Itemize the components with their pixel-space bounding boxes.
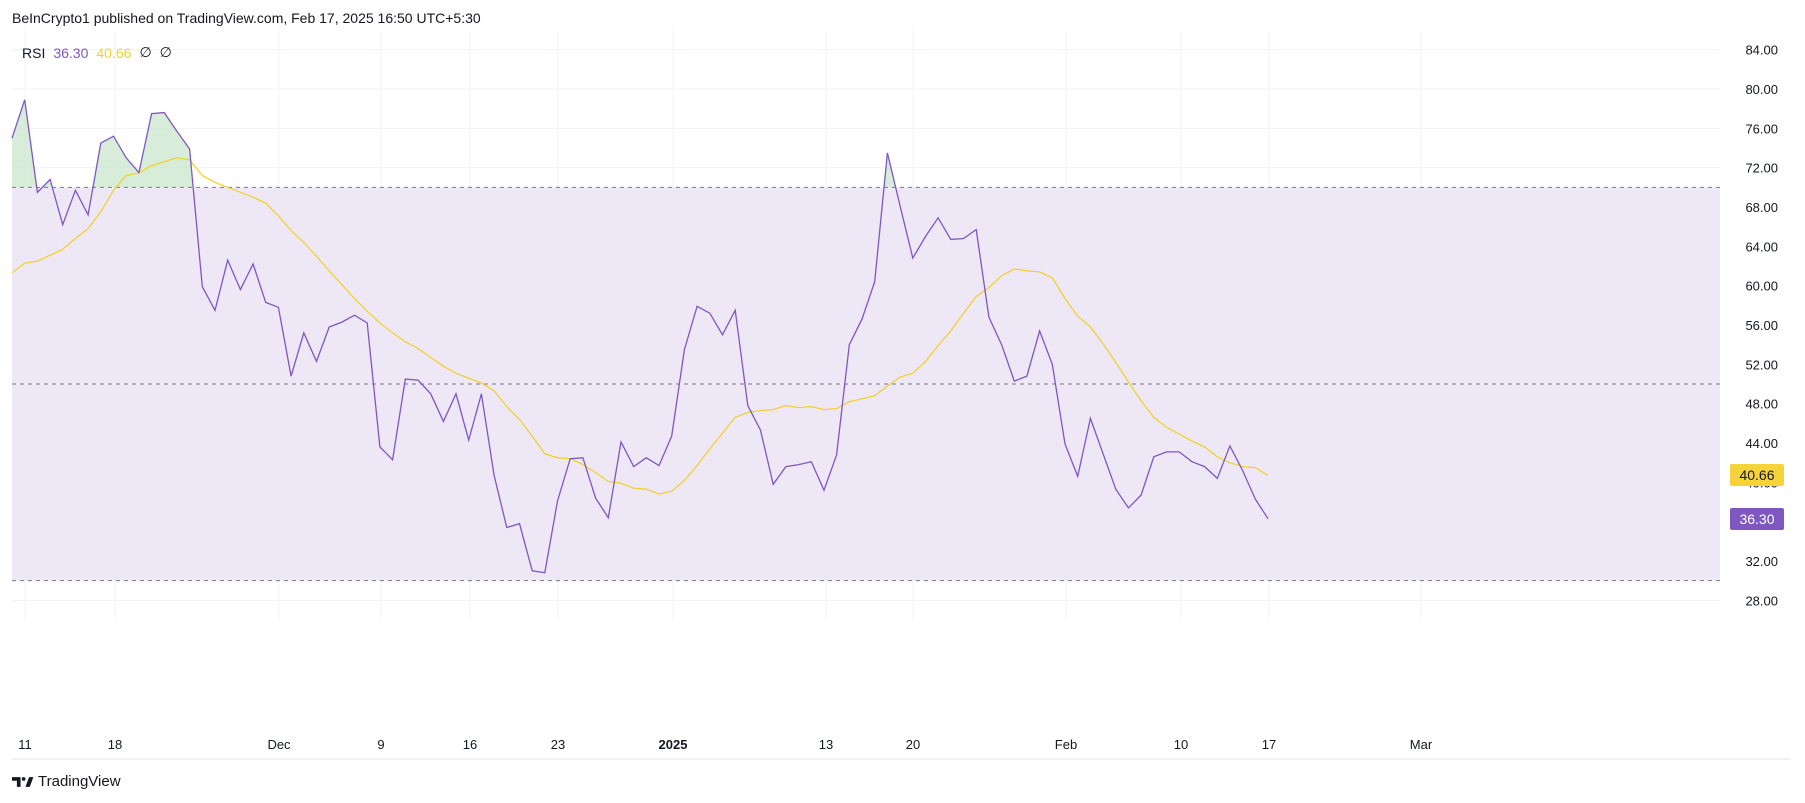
- y-tick-label: 60.00: [1745, 279, 1778, 294]
- indicator-legend[interactable]: RSI 36.30 40.66 ∅ ∅: [22, 44, 172, 61]
- y-tick-label: 52.00: [1745, 357, 1778, 372]
- x-tick-label: 18: [108, 737, 122, 752]
- x-tick-label: 13: [819, 737, 833, 752]
- ma-legend-value: 40.66: [96, 44, 132, 61]
- x-tick-label: 2025: [659, 737, 688, 752]
- x-tick-label: Feb: [1055, 737, 1077, 752]
- indicator-name[interactable]: RSI: [22, 44, 46, 61]
- y-tick-label: 72.00: [1745, 161, 1778, 176]
- rsi-price-label: 36.30: [1730, 507, 1784, 530]
- x-tick-label: Mar: [1410, 737, 1433, 752]
- x-tick-label: 10: [1174, 737, 1188, 752]
- x-tick-label: 20: [906, 737, 920, 752]
- y-tick-label: 32.00: [1745, 554, 1778, 569]
- x-tick-label: Dec: [267, 737, 291, 752]
- rsi-line: [11, 99, 1269, 574]
- rsi-band-fill: [12, 187, 1720, 581]
- tradingview-brand[interactable]: TradingView: [12, 773, 121, 790]
- rsi-ma-line: [11, 157, 1269, 495]
- x-tick-label: 16: [463, 737, 477, 752]
- publisher-info: BeInCrypto1 published on TradingView.com…: [12, 10, 481, 26]
- y-tick-label: 44.00: [1745, 436, 1778, 451]
- y-tick-label: 80.00: [1745, 82, 1778, 97]
- tradingview-logo-icon: [12, 776, 34, 787]
- y-tick-label: 48.00: [1745, 397, 1778, 412]
- brand-name: TradingView: [38, 773, 121, 790]
- x-tick-label: 23: [551, 737, 565, 752]
- y-tick-label: 84.00: [1745, 43, 1778, 58]
- y-tick-label: 76.00: [1745, 121, 1778, 136]
- y-tick-label: 68.00: [1745, 200, 1778, 215]
- empty-value-2: ∅: [159, 44, 172, 60]
- ma-price-label: 40.66: [1730, 464, 1784, 487]
- x-tick-label: 11: [18, 737, 32, 752]
- x-tick-label: 17: [1262, 737, 1276, 752]
- x-tick-label: 9: [377, 737, 384, 752]
- rsi-legend-value: 36.30: [53, 44, 89, 61]
- y-tick-label: 64.00: [1745, 239, 1778, 254]
- y-tick-label: 56.00: [1745, 318, 1778, 333]
- x-axis[interactable]: 11 18 Dec 9 16 23 2025 13 20 Feb 10 17 Mar: [18, 737, 1433, 752]
- overbought-fill: [12, 99, 896, 188]
- empty-value-1: ∅: [139, 44, 152, 60]
- y-tick-label: 28.00: [1745, 593, 1778, 608]
